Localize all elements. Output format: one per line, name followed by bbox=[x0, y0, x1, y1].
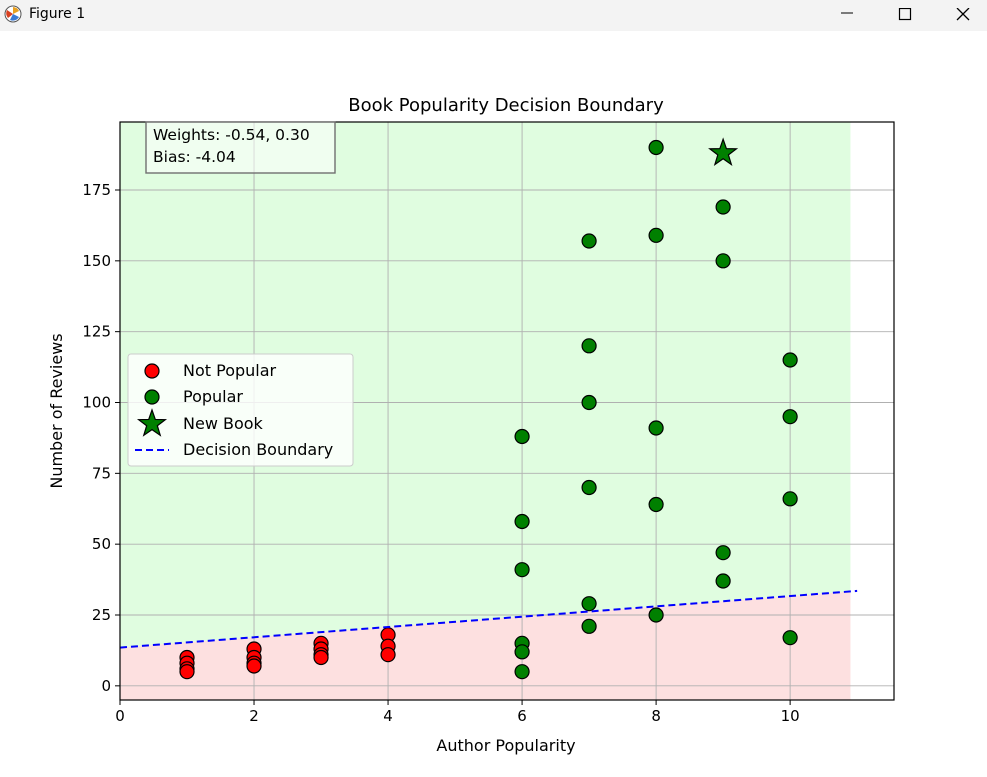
popular-point bbox=[782, 630, 798, 646]
popular-point bbox=[581, 394, 597, 411]
popular-point bbox=[648, 227, 664, 243]
popular-point bbox=[581, 596, 597, 612]
legend-label: Not Popular bbox=[183, 361, 277, 380]
popular-point bbox=[648, 607, 664, 623]
popular-point bbox=[715, 545, 731, 561]
chart-title: Book Popularity Decision Boundary bbox=[348, 95, 664, 116]
popular-point bbox=[648, 420, 664, 436]
legend-marker-popular bbox=[144, 389, 160, 405]
not-popular-point bbox=[380, 647, 396, 663]
popular-point bbox=[581, 233, 597, 249]
decision-boundary-line bbox=[119, 589, 858, 649]
x-tick-label: 6 bbox=[517, 707, 527, 725]
x-tick-label: 8 bbox=[651, 707, 661, 725]
x-axis-label: Author Popularity bbox=[436, 736, 575, 755]
popular-point bbox=[782, 352, 798, 368]
legend-label: Popular bbox=[183, 387, 243, 406]
popular-point bbox=[648, 496, 664, 513]
y-axis-label: Number of Reviews bbox=[47, 333, 66, 488]
maximize-button[interactable] bbox=[876, 0, 934, 31]
popular-point bbox=[648, 139, 664, 156]
window-titlebar: Figure 1 bbox=[0, 0, 987, 31]
y-tick-label: 25 bbox=[92, 606, 111, 624]
x-tick-label: 0 bbox=[115, 707, 125, 725]
y-tick-label: 50 bbox=[92, 535, 111, 553]
legend-marker-new-book bbox=[136, 408, 168, 437]
new-book-point bbox=[708, 137, 739, 166]
y-tick-label: 75 bbox=[92, 464, 111, 482]
popular-point bbox=[715, 199, 731, 215]
legend-label: New Book bbox=[183, 414, 264, 433]
popular-point bbox=[782, 409, 798, 425]
close-icon bbox=[956, 8, 970, 21]
popular-point bbox=[514, 664, 530, 680]
popular-point bbox=[514, 562, 530, 578]
y-tick-label: 150 bbox=[82, 252, 111, 270]
close-button[interactable] bbox=[934, 0, 987, 31]
popular-region bbox=[120, 122, 851, 648]
y-tick-label: 0 bbox=[101, 677, 111, 695]
popular-point bbox=[514, 513, 530, 530]
popular-point bbox=[581, 479, 597, 496]
maximize-icon bbox=[898, 8, 912, 21]
not-popular-region bbox=[120, 591, 851, 700]
legend-box bbox=[127, 353, 354, 467]
x-tick-label: 2 bbox=[249, 707, 259, 725]
popular-point bbox=[581, 338, 597, 354]
not-popular-point bbox=[313, 649, 329, 666]
y-tick-label: 100 bbox=[82, 394, 111, 412]
figure-canvas: Book Popularity Decision Boundary Author… bbox=[47, 95, 895, 755]
weights-annotation-box bbox=[145, 121, 336, 174]
popular-point bbox=[514, 428, 530, 445]
app-icon bbox=[4, 5, 22, 23]
popular-point bbox=[715, 573, 731, 589]
weights-annotation-text: Bias: -4.04 bbox=[153, 148, 236, 166]
axes-frame bbox=[119, 121, 895, 701]
popular-point bbox=[782, 491, 798, 507]
legend-marker-not-popular bbox=[144, 363, 160, 379]
popular-point bbox=[715, 253, 731, 269]
popular-point bbox=[581, 618, 597, 634]
x-tick-label: 4 bbox=[383, 707, 393, 725]
x-tick-label: 10 bbox=[781, 707, 800, 725]
minimize-icon bbox=[841, 12, 853, 14]
minimize-button[interactable] bbox=[818, 0, 876, 31]
not-popular-point bbox=[246, 658, 262, 674]
legend-label: Decision Boundary bbox=[183, 440, 333, 459]
y-tick-label: 175 bbox=[82, 181, 111, 199]
y-tick-label: 125 bbox=[82, 323, 111, 341]
window-title: Figure 1 bbox=[29, 6, 86, 22]
popular-point bbox=[514, 644, 530, 660]
weights-annotation-text: Weights: -0.54, 0.30 bbox=[153, 126, 310, 144]
not-popular-point bbox=[179, 664, 195, 680]
